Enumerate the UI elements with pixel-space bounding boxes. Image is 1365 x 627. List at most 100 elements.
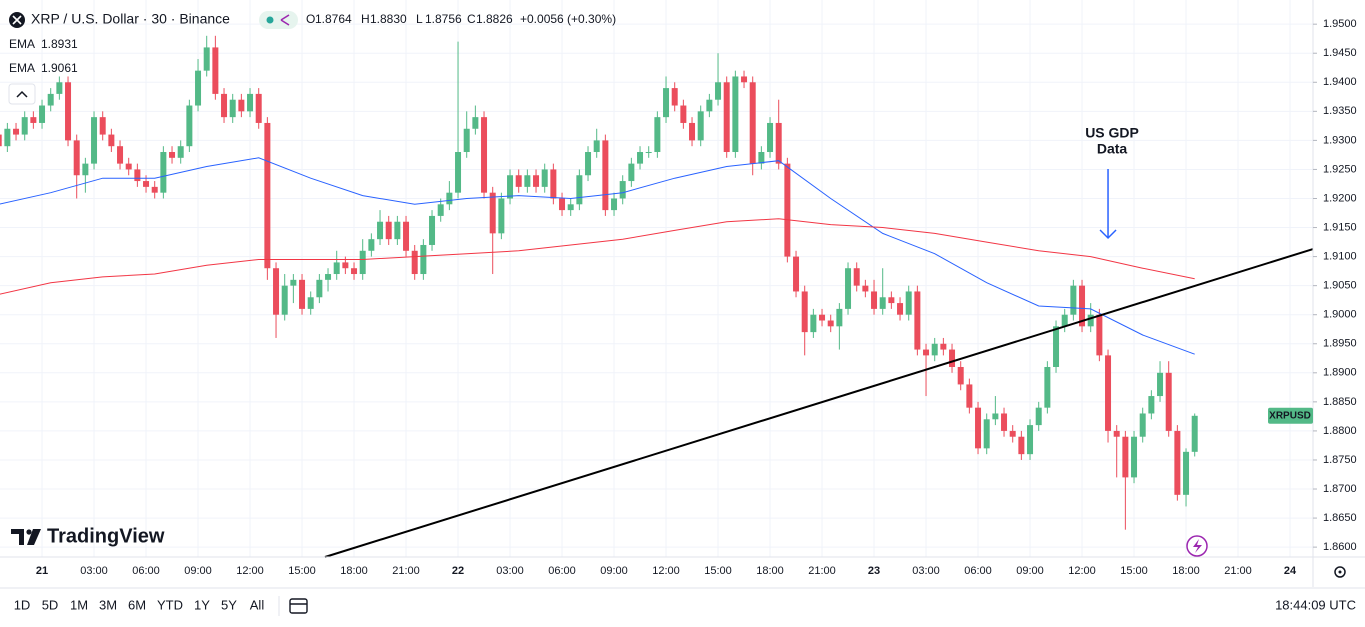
candle-body (507, 175, 514, 199)
logo: TradingView (47, 525, 165, 547)
candle-body (836, 308, 843, 327)
candle (1009, 425, 1016, 443)
candle-body (177, 146, 184, 158)
candle-body (134, 169, 141, 182)
settings-button[interactable] (1334, 566, 1346, 578)
candle (134, 163, 141, 187)
candle-body (21, 117, 28, 135)
candle (827, 314, 834, 333)
candle-body (706, 99, 713, 112)
range-button[interactable]: YTD (157, 597, 183, 612)
trendline (324, 248, 1314, 558)
x-tick-label: 12:00 (652, 565, 680, 577)
candle-body (290, 279, 297, 286)
candle (333, 250, 340, 280)
candle-body (1113, 430, 1120, 437)
x-tick-label: 03:00 (496, 565, 524, 577)
gear-icon[interactable] (1334, 566, 1346, 578)
candle (758, 146, 765, 170)
candle (13, 122, 20, 141)
candle-body (801, 291, 808, 333)
candle-body (56, 82, 63, 94)
range-button[interactable]: 5Y (221, 597, 237, 612)
candle (836, 303, 843, 350)
candle (82, 157, 89, 193)
candle-body (186, 105, 193, 147)
candle (845, 262, 852, 315)
range-button[interactable]: 1Y (194, 597, 210, 612)
candle-body (983, 419, 990, 449)
candle (221, 88, 228, 123)
y-tick-label: 1.8600 (1323, 541, 1357, 553)
y-tick-label: 1.8750 (1323, 454, 1357, 466)
candle (91, 111, 98, 170)
candle-body (888, 297, 895, 304)
candle-body (593, 140, 600, 153)
candle-body (169, 152, 176, 158)
candle (879, 268, 886, 315)
y-tick-label: 1.9250 (1323, 163, 1357, 175)
range-button[interactable]: 5D (42, 597, 59, 612)
candle-body (108, 134, 115, 147)
candle (801, 285, 808, 356)
candle (1122, 430, 1129, 530)
range-button[interactable]: 1D (14, 597, 31, 612)
candle-body (697, 111, 704, 141)
compare-button[interactable] (259, 11, 298, 29)
candle (940, 337, 947, 356)
x-tick-label: 18:00 (340, 565, 368, 577)
candle (1105, 349, 1112, 443)
range-button[interactable]: 3M (99, 597, 117, 612)
candle (160, 146, 167, 199)
candle-body (229, 99, 236, 118)
clock: 18:44:09 UTC (1275, 597, 1356, 612)
candle (420, 239, 427, 280)
collapse-button[interactable] (8, 83, 36, 105)
candle (775, 99, 782, 170)
candle (732, 70, 739, 158)
candle-body (914, 291, 921, 350)
candle (957, 361, 964, 391)
candle (481, 111, 488, 199)
ema-line (0, 157, 1195, 355)
legend-value: 1.9061 (41, 61, 78, 75)
range-button[interactable]: 6M (128, 597, 146, 612)
range-button[interactable]: 1M (70, 597, 88, 612)
candle (1079, 279, 1086, 333)
candle-body (377, 221, 384, 240)
candle (1001, 407, 1008, 437)
candle-body (247, 93, 254, 112)
candle (1131, 430, 1138, 484)
candle-body (351, 268, 358, 275)
candle-body (810, 314, 817, 333)
candle-body (680, 105, 687, 123)
range-button[interactable]: All (250, 597, 265, 612)
candle-body (619, 181, 626, 199)
candle (1191, 413, 1198, 457)
candle (177, 140, 184, 164)
candle (299, 274, 306, 315)
ohlc-label: L (416, 12, 423, 26)
candle-body (463, 128, 470, 153)
alert-icon[interactable] (1186, 535, 1208, 557)
candle (403, 215, 410, 257)
candle-body (1105, 355, 1112, 431)
candle-body (715, 82, 722, 100)
candle (533, 169, 540, 193)
candle (507, 169, 514, 205)
x-tick-label: 18:00 (1172, 565, 1200, 577)
candle (654, 111, 661, 158)
candle (307, 291, 314, 315)
candle-body (1079, 285, 1086, 327)
annotation-arrowhead (1099, 229, 1117, 240)
candle-body (767, 122, 774, 153)
y-tick-label: 1.9100 (1323, 251, 1357, 263)
plot (0, 35, 1314, 558)
candle (1113, 425, 1120, 478)
candle-body (585, 152, 592, 176)
calendar-button[interactable] (289, 598, 308, 614)
candle-body (1183, 451, 1190, 495)
y-tick-label: 1.8700 (1323, 483, 1357, 495)
candle-body (732, 76, 739, 153)
